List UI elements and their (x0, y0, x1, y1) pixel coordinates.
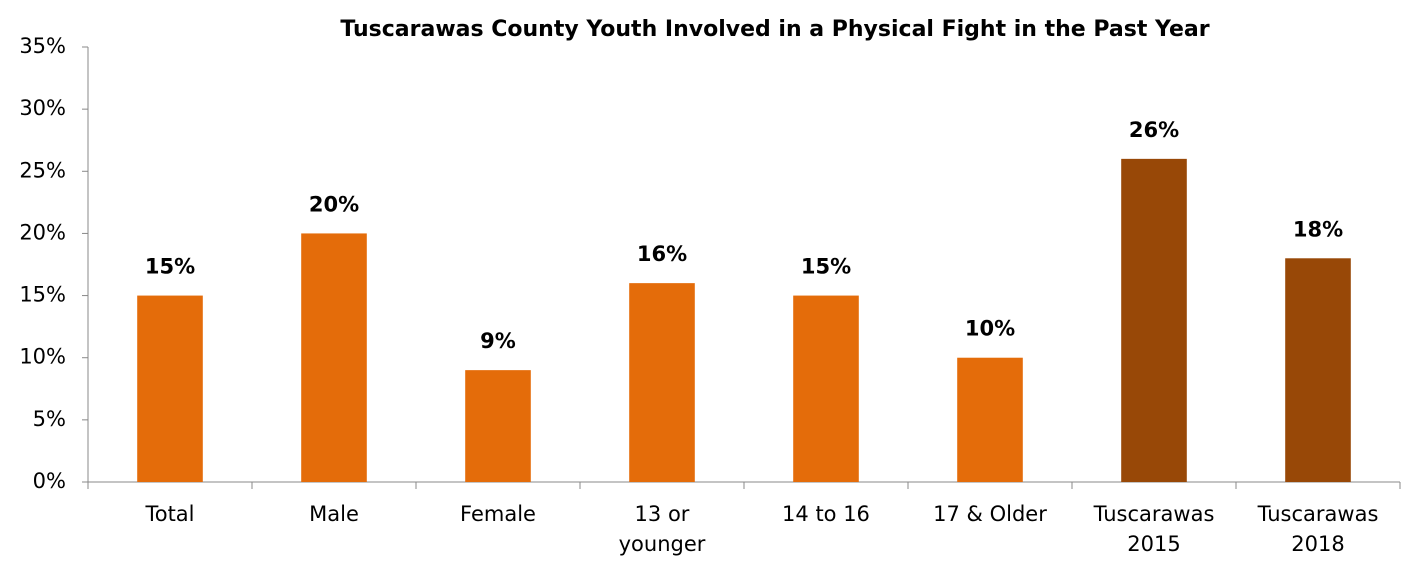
bar (1285, 258, 1351, 482)
bar (793, 295, 859, 482)
y-tick-label: 10% (19, 345, 66, 369)
y-tick-label: 20% (19, 220, 66, 244)
bar (629, 283, 695, 482)
data-label: 15% (145, 255, 195, 279)
bar (1121, 158, 1187, 482)
bar (465, 370, 531, 482)
y-tick-label: 30% (19, 96, 66, 120)
data-label: 9% (480, 329, 516, 353)
x-tick-label: 14 to 16 (782, 502, 870, 526)
x-tick-label: Female (460, 502, 536, 526)
x-tick-label: Tuscarawas 2015 (1093, 502, 1215, 556)
data-label: 15% (801, 255, 851, 279)
data-label: 10% (965, 317, 1015, 341)
y-tick-label: 5% (33, 407, 66, 431)
bar (301, 233, 367, 482)
chart-title: Tuscarawas County Youth Involved in a Ph… (340, 17, 1209, 42)
y-tick-label: 15% (19, 283, 66, 307)
y-tick-label: 0% (33, 469, 66, 493)
x-tick-label: Tuscarawas 2018 (1257, 502, 1379, 556)
y-tick-label: 25% (19, 158, 66, 182)
data-label: 16% (637, 242, 687, 266)
bar (137, 295, 203, 482)
x-tick-label: Total (145, 502, 195, 526)
data-label: 20% (309, 192, 359, 216)
bar (957, 357, 1023, 482)
x-tick-label: Male (309, 502, 359, 526)
x-tick-label: 17 & Older (933, 502, 1047, 526)
x-tick-label: 13 or younger (618, 502, 706, 556)
y-tick-label: 35% (19, 34, 66, 58)
data-label: 26% (1129, 118, 1179, 142)
data-label: 18% (1293, 217, 1343, 241)
